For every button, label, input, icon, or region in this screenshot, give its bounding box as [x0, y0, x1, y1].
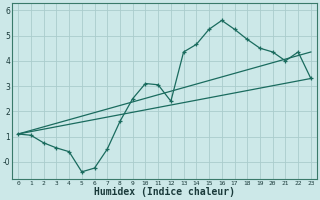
X-axis label: Humidex (Indice chaleur): Humidex (Indice chaleur)	[94, 187, 235, 197]
